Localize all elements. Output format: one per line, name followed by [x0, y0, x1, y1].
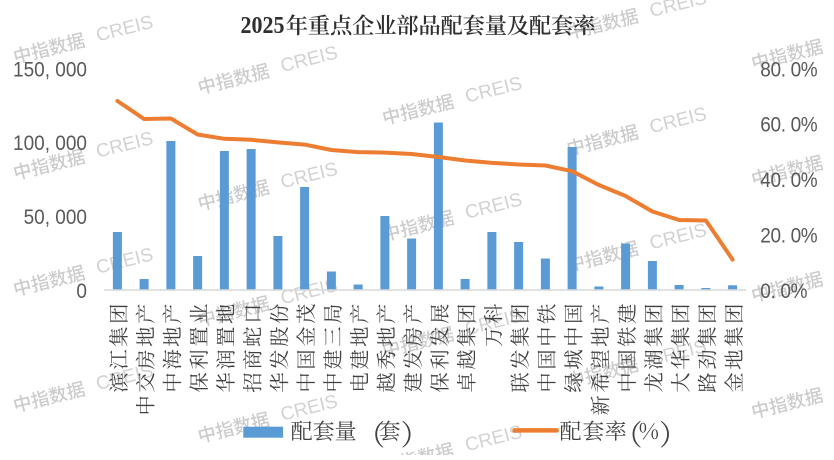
svg-text:50, 000: 50, 000	[24, 206, 87, 229]
svg-text:CREIS: CREIS	[832, 18, 834, 52]
svg-text:80. 0%: 80. 0%	[760, 59, 818, 82]
svg-text:0: 0	[76, 280, 87, 303]
svg-text:CREIS: CREIS	[832, 251, 834, 285]
svg-text:60. 0%: 60. 0%	[760, 114, 818, 137]
svg-text:2025: 2025	[241, 12, 285, 39]
svg-text:CREIS: CREIS	[832, 367, 834, 401]
svg-text:100, 000: 100, 000	[13, 132, 87, 155]
svg-text:40. 0%: 40. 0%	[760, 169, 818, 192]
svg-text:150, 000: 150, 000	[13, 59, 87, 82]
svg-text:CREIS: CREIS	[832, 134, 834, 168]
svg-text:20. 0%: 20. 0%	[760, 225, 818, 248]
svg-text:0. 0%: 0. 0%	[760, 280, 807, 303]
